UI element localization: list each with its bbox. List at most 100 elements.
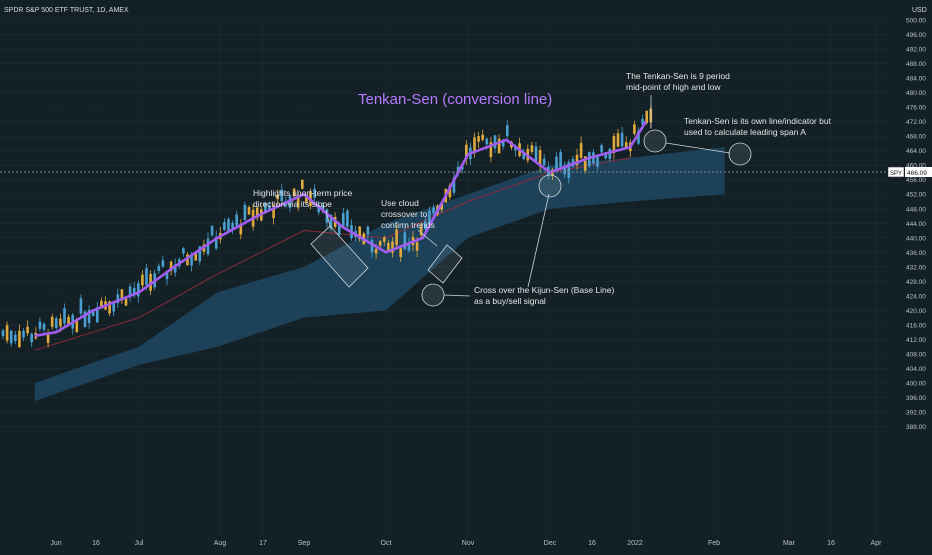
- candle-body: [42, 323, 46, 330]
- candle-body: [378, 241, 382, 246]
- candle-body: [210, 225, 214, 236]
- candle-body: [268, 205, 271, 211]
- price-tag: [905, 167, 932, 177]
- candle-body: [346, 210, 349, 227]
- candle-body: [575, 154, 579, 166]
- annotation-line: Use cloud: [381, 198, 419, 208]
- candle-body: [132, 287, 136, 294]
- y-tick-label: 468.00: [906, 134, 926, 141]
- x-tick-label: Dec: [544, 540, 557, 547]
- y-tick-label: 424.00: [906, 293, 926, 300]
- candle-body: [18, 330, 21, 348]
- candle-body: [305, 197, 308, 203]
- candle-body: [432, 207, 435, 214]
- y-tick-label: 436.00: [906, 250, 926, 257]
- candle-body: [374, 248, 378, 254]
- candle-body: [485, 138, 489, 145]
- annotation-cloud-crossover: Use cloud crossover to confirm trends: [381, 198, 435, 230]
- annotation-connector: [417, 229, 438, 247]
- tenkan-sen-line: [34, 120, 648, 338]
- candle-body: [325, 209, 329, 223]
- candle-body: [583, 156, 587, 171]
- y-tick-label: 432.00: [906, 264, 926, 271]
- candle-body: [239, 225, 243, 235]
- kijun-sen-path: [34, 157, 631, 351]
- candle-body: [301, 179, 304, 189]
- y-tick-label: 476.00: [906, 105, 926, 112]
- candle-body: [633, 124, 636, 134]
- candle-body: [59, 318, 62, 327]
- candle-body: [157, 265, 161, 271]
- candle-body: [169, 261, 173, 271]
- x-tick-label: Jun: [50, 540, 61, 547]
- highlight-circle: [421, 283, 445, 307]
- annotation-connector: [443, 294, 471, 297]
- candle-body: [596, 155, 599, 167]
- candle-body: [120, 289, 124, 299]
- y-tick-label: 472.00: [906, 119, 926, 126]
- y-tick-label: 480.00: [906, 90, 926, 97]
- y-tick-label: 408.00: [906, 351, 926, 358]
- candle-body: [555, 156, 558, 171]
- candle-body: [387, 242, 390, 251]
- candle-body: [145, 268, 148, 286]
- candle-body: [366, 226, 370, 235]
- candle-body: [337, 225, 341, 236]
- candle-body: [46, 333, 50, 344]
- price-tag-text: 466.09: [907, 170, 927, 177]
- x-tick-label: Mar: [783, 540, 796, 547]
- y-tick-label: 500.00: [906, 18, 926, 25]
- candle-body: [391, 241, 394, 253]
- y-tick-label: 460.00: [906, 163, 926, 170]
- annotation-connector: [325, 210, 331, 227]
- candle-body: [79, 298, 83, 314]
- y-tick-label: 444.00: [906, 221, 926, 228]
- candle-body: [579, 142, 583, 158]
- candle-body: [100, 300, 103, 309]
- candle-body: [624, 142, 628, 148]
- candle-body: [280, 189, 284, 202]
- candle-body: [1, 330, 5, 337]
- candle-body: [55, 318, 58, 329]
- y-tick-label: 428.00: [906, 279, 926, 286]
- candle-body: [235, 214, 238, 226]
- candle-body: [477, 136, 480, 142]
- candle-body: [190, 255, 193, 266]
- x-axis: Jun 16 Jul Aug 17 Sep Oct Nov Dec 16 2022 Feb Mar 16 A…: [50, 540, 882, 547]
- y-tick-label: 396.00: [906, 395, 926, 402]
- currency-label: USD: [912, 7, 927, 14]
- candle-body: [161, 260, 165, 267]
- symbol-tag: [887, 166, 905, 178]
- annotation-line: direction via its slope: [253, 199, 332, 209]
- candle-body: [75, 320, 79, 333]
- candle-body: [604, 152, 607, 159]
- candle-body: [296, 196, 300, 208]
- candle-body: [419, 226, 423, 236]
- candle-body: [612, 136, 616, 154]
- y-tick-label: 440.00: [906, 235, 926, 242]
- x-tick-label: 16: [92, 540, 100, 547]
- annotation-connector: [527, 193, 550, 288]
- y-tick-label: 400.00: [906, 381, 926, 388]
- candle-body: [108, 301, 111, 314]
- x-tick-label: Nov: [462, 540, 475, 547]
- candle-body: [559, 152, 562, 167]
- candle-body: [530, 145, 534, 152]
- y-tick-label: 388.00: [906, 424, 926, 431]
- annotation-line: crossover to: [381, 209, 428, 219]
- x-tick-label: Oct: [381, 540, 392, 547]
- y-tick-label: 420.00: [906, 308, 926, 315]
- candle-body: [227, 219, 230, 232]
- candle-body: [272, 208, 275, 219]
- candle-body: [247, 207, 251, 215]
- candle-body: [182, 248, 185, 254]
- candle-body: [428, 210, 431, 224]
- candle-body: [440, 203, 443, 210]
- candle-body: [30, 333, 33, 343]
- candle-body: [567, 161, 571, 179]
- candle-body: [321, 205, 325, 212]
- y-tick-label: 412.00: [906, 337, 926, 344]
